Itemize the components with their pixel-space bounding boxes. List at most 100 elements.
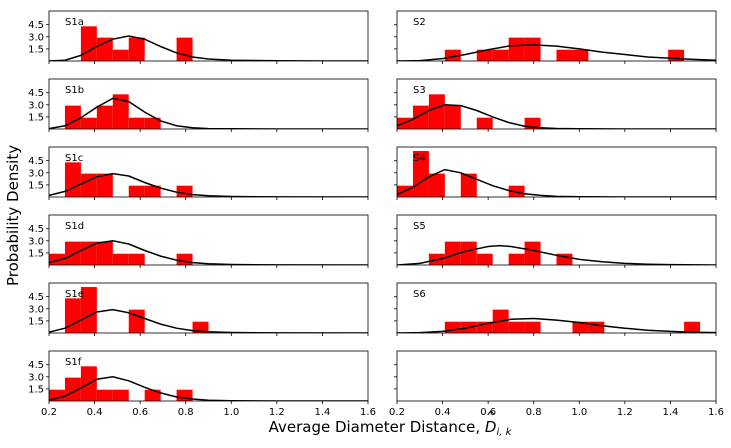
subplot-s6: S6 bbox=[394, 282, 717, 336]
subplot-frame bbox=[48, 282, 369, 334]
plot-area bbox=[397, 37, 716, 61]
subplot-s3: S3 bbox=[394, 78, 717, 132]
subplot-frame bbox=[396, 350, 717, 402]
subplot-frame bbox=[48, 78, 369, 130]
panel-label: S6 bbox=[413, 289, 426, 300]
histogram-bar bbox=[684, 321, 701, 333]
histogram-bar bbox=[112, 94, 129, 129]
x-tick-label: 0.2 bbox=[389, 407, 405, 418]
histogram-bar bbox=[572, 49, 589, 61]
x-axis-label-text: Average Diameter Distance, bbox=[268, 418, 485, 436]
plot-area bbox=[49, 366, 368, 401]
subplot-frame bbox=[48, 10, 369, 62]
x-tick-label: 0.8 bbox=[178, 407, 194, 418]
subplot-s1c: 1.53.04.5 S1c bbox=[28, 146, 369, 200]
histogram-bar bbox=[96, 105, 113, 129]
histogram-bar bbox=[144, 185, 161, 197]
x-tick-label: 1.6 bbox=[360, 407, 376, 418]
panel-label: S1c bbox=[65, 153, 83, 164]
x-tick-label: 0.4 bbox=[87, 407, 103, 418]
plot-area bbox=[49, 287, 368, 333]
histogram-bar bbox=[96, 173, 113, 197]
histogram-bar bbox=[176, 389, 193, 401]
histogram-bar bbox=[80, 173, 97, 197]
subplot-s4: S4 bbox=[394, 146, 717, 200]
histogram-bar bbox=[112, 389, 129, 401]
histogram-bar bbox=[588, 321, 605, 333]
subplot-frame bbox=[396, 146, 717, 198]
y-tick-label: 3.0 bbox=[28, 372, 44, 383]
histogram-bar bbox=[144, 117, 161, 129]
histogram-bar bbox=[176, 253, 193, 265]
histogram-bar bbox=[176, 185, 193, 197]
plot-area bbox=[49, 26, 368, 61]
histogram-bar bbox=[397, 117, 413, 129]
histogram-bar bbox=[444, 321, 461, 333]
histogram-bar bbox=[128, 117, 145, 129]
histogram-bar bbox=[444, 241, 461, 265]
density-curve bbox=[49, 172, 368, 197]
histogram-bar bbox=[428, 94, 445, 129]
y-tick-label: 1.5 bbox=[28, 112, 44, 123]
subplot-frame bbox=[48, 146, 369, 198]
histogram-bar bbox=[112, 253, 129, 265]
y-tick-label: 1.5 bbox=[28, 316, 44, 327]
y-tick-label: 1.5 bbox=[28, 44, 44, 55]
histogram-bar bbox=[144, 389, 161, 401]
panel-label: S3 bbox=[413, 85, 426, 96]
histogram-bar bbox=[49, 253, 65, 265]
subplot-frame bbox=[396, 282, 717, 334]
histogram-bar bbox=[96, 241, 113, 265]
histogram-bar bbox=[49, 389, 65, 401]
density-curve bbox=[49, 35, 368, 61]
histogram-bar bbox=[668, 49, 685, 61]
histogram-bar bbox=[556, 49, 573, 61]
histogram-bar bbox=[508, 253, 525, 265]
y-tick-label: 3.0 bbox=[28, 236, 44, 247]
y-tick-label: 4.5 bbox=[28, 156, 44, 167]
histogram-bar bbox=[176, 37, 193, 61]
y-tick-label: 3.0 bbox=[28, 32, 44, 43]
panel-label: S2 bbox=[413, 17, 426, 28]
histogram-bar bbox=[412, 105, 429, 129]
panel-label: S1d bbox=[65, 221, 84, 232]
density-curve bbox=[49, 308, 368, 333]
x-tick-label: 1.0 bbox=[571, 407, 587, 418]
subplot-s1e: 1.53.04.5 S1e bbox=[28, 282, 369, 336]
subplot-frame bbox=[48, 350, 369, 402]
plot-area bbox=[397, 151, 716, 197]
histogram-bar bbox=[80, 241, 97, 265]
histogram-bar bbox=[444, 105, 461, 129]
subplot-frame bbox=[396, 10, 717, 62]
x-tick-label: 1.0 bbox=[223, 407, 239, 418]
subplot-s5: S5 bbox=[394, 214, 717, 268]
histogram-bar bbox=[64, 377, 81, 401]
histogram-bar bbox=[524, 241, 541, 265]
panel-label: S1b bbox=[65, 85, 84, 96]
subplot-frame bbox=[396, 78, 717, 130]
x-axis-label-subscript: i, k bbox=[496, 427, 512, 438]
y-tick-label: 4.5 bbox=[28, 292, 44, 303]
histogram-bar bbox=[460, 241, 477, 265]
histogram-bar bbox=[64, 162, 81, 197]
histogram-bar bbox=[128, 37, 145, 61]
subplot-empty: 0.2 0.4 0.6 0.8 1.0 1.2 1.4 1.6 bbox=[389, 350, 724, 418]
panel-label: S1a bbox=[65, 17, 84, 28]
histogram-bar bbox=[80, 117, 97, 129]
density-curve bbox=[397, 317, 716, 333]
plot-area bbox=[49, 162, 368, 197]
histogram-bar bbox=[508, 37, 525, 61]
x-tick-label: 1.4 bbox=[314, 407, 330, 418]
density-curve bbox=[49, 240, 368, 265]
plot-area bbox=[397, 241, 716, 265]
histogram-bar bbox=[524, 117, 541, 129]
histogram-bar bbox=[460, 173, 477, 197]
plot-area bbox=[397, 94, 716, 129]
subplot-s1d: 1.53.04.5 S1d bbox=[28, 214, 369, 268]
histogram-bar bbox=[128, 253, 145, 265]
histogram-bar bbox=[128, 185, 145, 197]
histogram-bar bbox=[64, 105, 81, 129]
histogram-bar bbox=[444, 49, 461, 61]
y-tick-label: 4.5 bbox=[28, 224, 44, 235]
